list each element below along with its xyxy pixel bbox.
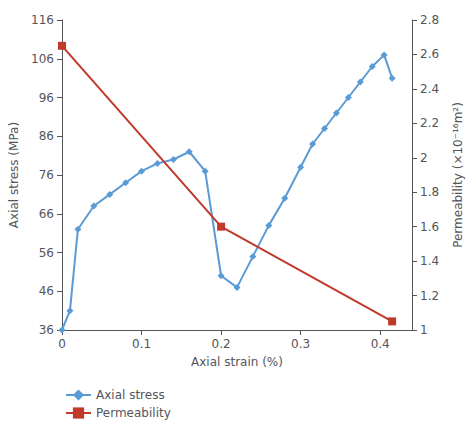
svg-text:1.8: 1.8 [420, 185, 439, 199]
svg-text:Axial stress: Axial stress [96, 388, 165, 402]
svg-text:86: 86 [39, 129, 54, 143]
svg-text:0.2: 0.2 [212, 337, 231, 351]
svg-text:0.1: 0.1 [132, 337, 151, 351]
svg-text:0.3: 0.3 [291, 337, 310, 351]
svg-text:2.2: 2.2 [420, 116, 439, 130]
svg-text:0: 0 [58, 337, 66, 351]
svg-text:2.6: 2.6 [420, 47, 439, 61]
svg-text:1: 1 [420, 323, 428, 337]
svg-text:96: 96 [39, 91, 54, 105]
svg-text:1.4: 1.4 [420, 254, 439, 268]
svg-text:0.4: 0.4 [371, 337, 390, 351]
svg-text:1.6: 1.6 [420, 220, 439, 234]
svg-text:46: 46 [39, 284, 54, 298]
svg-text:Axial strain (%): Axial strain (%) [191, 355, 283, 369]
svg-text:76: 76 [39, 168, 54, 182]
svg-text:2.8: 2.8 [420, 13, 439, 27]
svg-text:Permeability (×10⁻¹⁶m²): Permeability (×10⁻¹⁶m²) [451, 102, 465, 248]
svg-text:Axial stress (MPa): Axial stress (MPa) [7, 122, 21, 228]
svg-text:56: 56 [39, 246, 54, 260]
svg-text:116: 116 [31, 13, 54, 27]
svg-text:2.4: 2.4 [420, 82, 439, 96]
svg-text:36: 36 [39, 323, 54, 337]
svg-text:2: 2 [420, 151, 428, 165]
svg-text:106: 106 [31, 52, 54, 66]
svg-text:Permeability: Permeability [96, 406, 171, 420]
svg-text:1.2: 1.2 [420, 289, 439, 303]
svg-text:66: 66 [39, 207, 54, 221]
